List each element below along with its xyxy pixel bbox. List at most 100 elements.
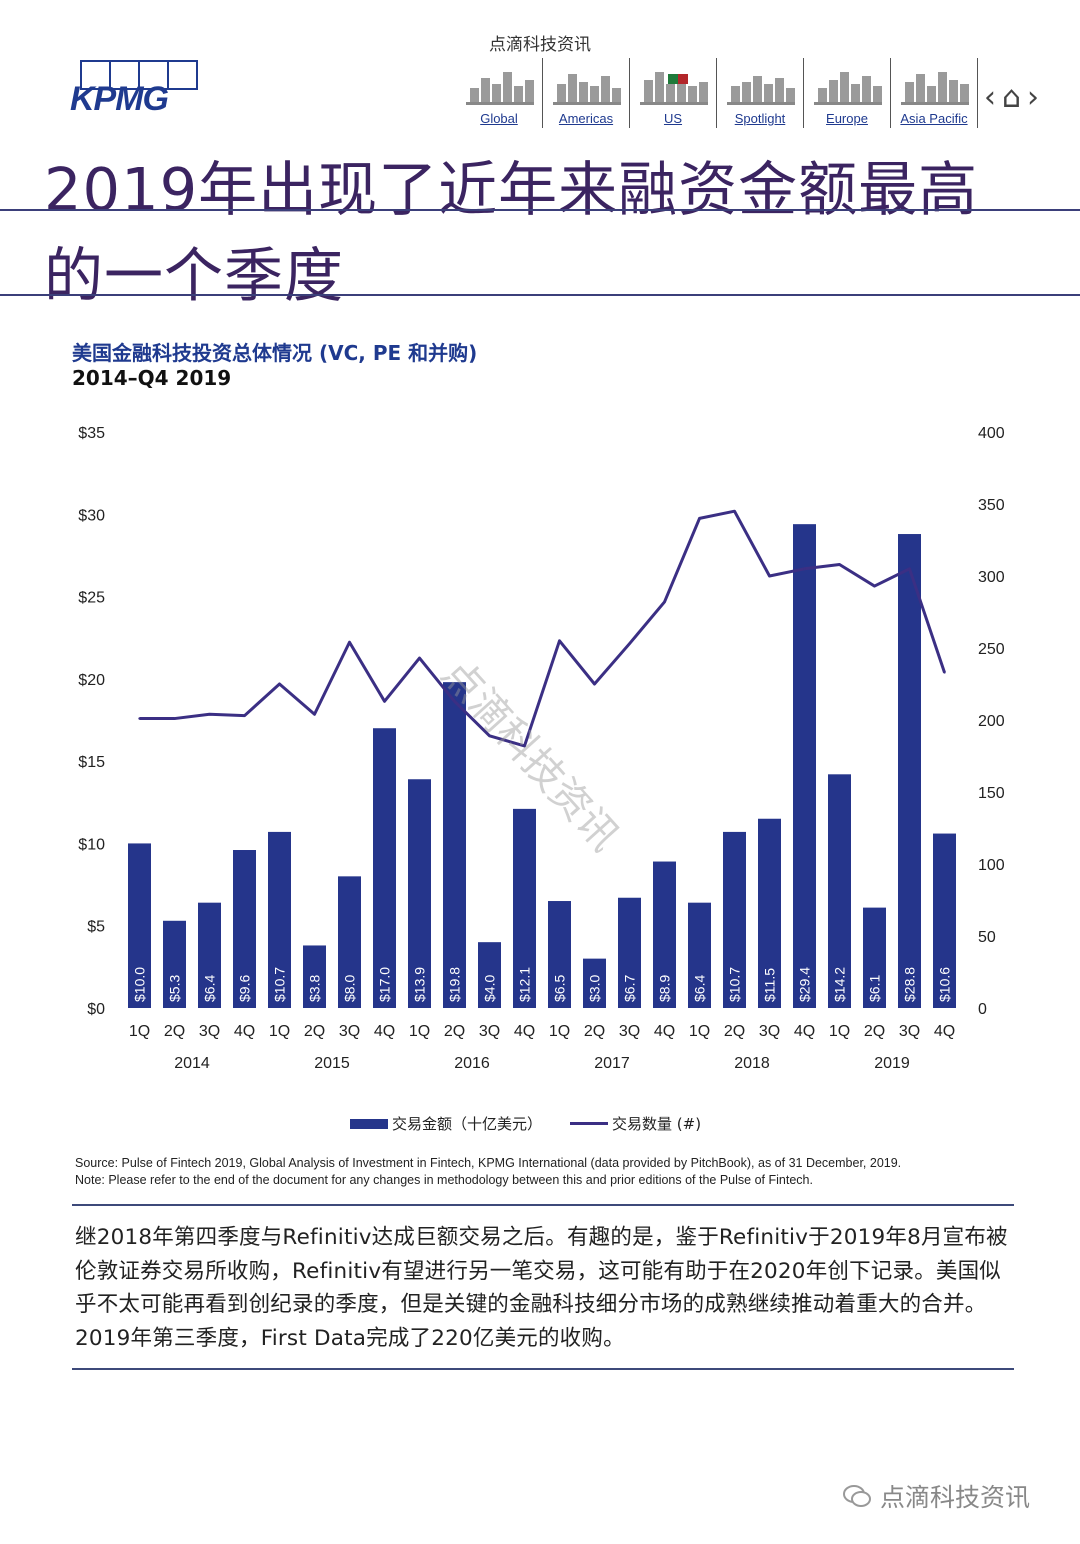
y-left-tick-label: $10 bbox=[78, 836, 105, 853]
bar-value-label: $10.0 bbox=[132, 967, 148, 1002]
page-title-line2: 的一个季度 bbox=[44, 241, 345, 310]
bar-value-label: $9.6 bbox=[237, 975, 253, 1002]
bar-1 bbox=[128, 843, 151, 1008]
nav-item-global[interactable]: Global bbox=[456, 58, 543, 128]
body-paragraph: 继2018年第四季度与Refinitiv达成巨额交易之后。有趣的是，鉴于Refi… bbox=[75, 1225, 1008, 1351]
us-skyline-icon bbox=[640, 72, 708, 105]
bar-value-label: $11.5 bbox=[762, 968, 778, 1002]
x-quarter-label: 2Q bbox=[164, 1023, 185, 1040]
bar-4 bbox=[233, 850, 256, 1008]
deal-count-point bbox=[768, 574, 771, 578]
x-quarter-label: 1Q bbox=[129, 1023, 150, 1040]
nav-label: Global bbox=[480, 111, 518, 126]
bar-11 bbox=[478, 942, 501, 1008]
x-quarter-label: 4Q bbox=[794, 1023, 815, 1040]
nav-item-asia-pacific[interactable]: Asia Pacific bbox=[891, 58, 978, 128]
deal-count-point bbox=[593, 682, 596, 686]
y-right-tick-label: 200 bbox=[978, 713, 1005, 730]
x-quarter-label: 3Q bbox=[759, 1023, 780, 1040]
legend-bar-label: 交易金额（十亿美元） bbox=[392, 1115, 543, 1133]
bar-value-label: $8.9 bbox=[657, 975, 673, 1002]
bar-15 bbox=[618, 897, 641, 1008]
methodology-note: Note: Please refer to the end of the doc… bbox=[75, 1173, 813, 1187]
y-right-tick-label: 150 bbox=[978, 785, 1005, 802]
asia-pacific-skyline-icon bbox=[901, 72, 969, 105]
bar-value-label: $14.2 bbox=[832, 967, 848, 1002]
x-quarter-label: 3Q bbox=[339, 1023, 360, 1040]
prev-page-icon[interactable]: ‹ bbox=[984, 80, 996, 115]
nav-item-spotlight[interactable]: Spotlight bbox=[717, 58, 804, 128]
bar-9 bbox=[408, 779, 431, 1008]
bar-value-label: $13.9 bbox=[412, 967, 428, 1002]
y-left-tick-label: $35 bbox=[78, 425, 105, 442]
body-divider-bottom bbox=[72, 1368, 1014, 1370]
bar-value-label: $6.5 bbox=[552, 975, 568, 1002]
x-quarter-label: 4Q bbox=[234, 1023, 255, 1040]
chart-title: 美国金融科技投资总体情况 (VC, PE 和并购) bbox=[72, 341, 478, 365]
bar-value-label: $10.7 bbox=[272, 967, 288, 1002]
x-quarter-label: 2Q bbox=[864, 1023, 885, 1040]
bar-22 bbox=[863, 907, 886, 1008]
bar-value-label: $8.0 bbox=[342, 975, 358, 1002]
x-quarter-label: 4Q bbox=[654, 1023, 675, 1040]
logo-text: KPMG bbox=[70, 80, 169, 118]
bar-5 bbox=[268, 831, 291, 1008]
nav-item-europe[interactable]: Europe bbox=[804, 58, 891, 128]
x-quarter-label: 1Q bbox=[549, 1023, 570, 1040]
x-quarter-label: 1Q bbox=[269, 1023, 290, 1040]
next-page-icon[interactable]: › bbox=[1027, 80, 1040, 115]
bar-value-label: $4.0 bbox=[482, 975, 498, 1002]
fintech-investment-chart: $0 $5 $10 $15 $20 $25 $30 $35 0 50 100 150 200 250 300… bbox=[78, 425, 1005, 1072]
bar-6 bbox=[303, 945, 326, 1008]
page-title-line1: 2019年出现了近年来融资金额最高 bbox=[44, 155, 979, 224]
x-year-label: 2018 bbox=[734, 1055, 770, 1072]
body-divider-top bbox=[72, 1204, 1014, 1206]
x-quarter-label: 3Q bbox=[479, 1023, 500, 1040]
legend-line-label: 交易数量 (#) bbox=[612, 1115, 702, 1133]
deal-count-point bbox=[803, 567, 806, 570]
deal-count-point bbox=[418, 656, 421, 660]
source-note: Source: Pulse of Fintech 2019, Global An… bbox=[75, 1156, 902, 1170]
bar-21 bbox=[828, 774, 851, 1008]
legend-line-swatch bbox=[570, 1122, 609, 1125]
bar-value-label: $3.0 bbox=[587, 975, 603, 1002]
deal-count-point bbox=[698, 517, 701, 520]
top-caption: 点滴科技资讯 bbox=[489, 35, 591, 55]
y-right-tick-label: 400 bbox=[978, 425, 1005, 442]
y-right-tick-label: 300 bbox=[978, 569, 1005, 586]
americas-skyline-icon bbox=[553, 74, 621, 105]
deal-count-point bbox=[873, 584, 876, 588]
y-right-tick-label: 250 bbox=[978, 641, 1005, 658]
deal-count-point bbox=[733, 510, 736, 513]
x-year-label: 2019 bbox=[874, 1055, 910, 1072]
deal-count-point bbox=[243, 714, 246, 717]
x-quarter-label: 2Q bbox=[724, 1023, 745, 1040]
x-quarter-label: 3Q bbox=[619, 1023, 640, 1040]
deal-count-point bbox=[383, 700, 386, 703]
deal-count-point bbox=[908, 567, 911, 570]
nav-item-us[interactable]: US bbox=[630, 58, 717, 128]
bar-18 bbox=[723, 831, 746, 1008]
x-quarter-label: 2Q bbox=[444, 1023, 465, 1040]
y-left-tick-label: $20 bbox=[78, 672, 105, 689]
home-icon[interactable]: ⌂ bbox=[1002, 80, 1022, 115]
deal-count-line bbox=[139, 509, 946, 748]
x-quarter-label: 1Q bbox=[689, 1023, 710, 1040]
nav-item-americas[interactable]: Americas bbox=[543, 58, 630, 128]
deal-count-point bbox=[453, 700, 456, 703]
nav-label: Europe bbox=[826, 111, 868, 126]
chart-legend: 交易金额（十亿美元） 交易数量 (#) bbox=[350, 1113, 701, 1134]
title-divider-bottom bbox=[0, 294, 1080, 296]
bar-14 bbox=[583, 958, 606, 1008]
deal-count-point bbox=[943, 671, 946, 674]
y-left-tick-label: $30 bbox=[78, 507, 105, 524]
bar-2 bbox=[163, 920, 186, 1008]
x-quarter-label: 2Q bbox=[584, 1023, 605, 1040]
bar-10 bbox=[443, 682, 466, 1008]
bar-7 bbox=[338, 876, 361, 1008]
y-left-tick-label: $25 bbox=[78, 590, 105, 607]
x-quarter-label: 3Q bbox=[199, 1023, 220, 1040]
x-year-label: 2015 bbox=[314, 1055, 350, 1072]
footer-watermark: 点滴科技资讯 bbox=[842, 1478, 1030, 1514]
deal-count-point bbox=[348, 641, 351, 644]
